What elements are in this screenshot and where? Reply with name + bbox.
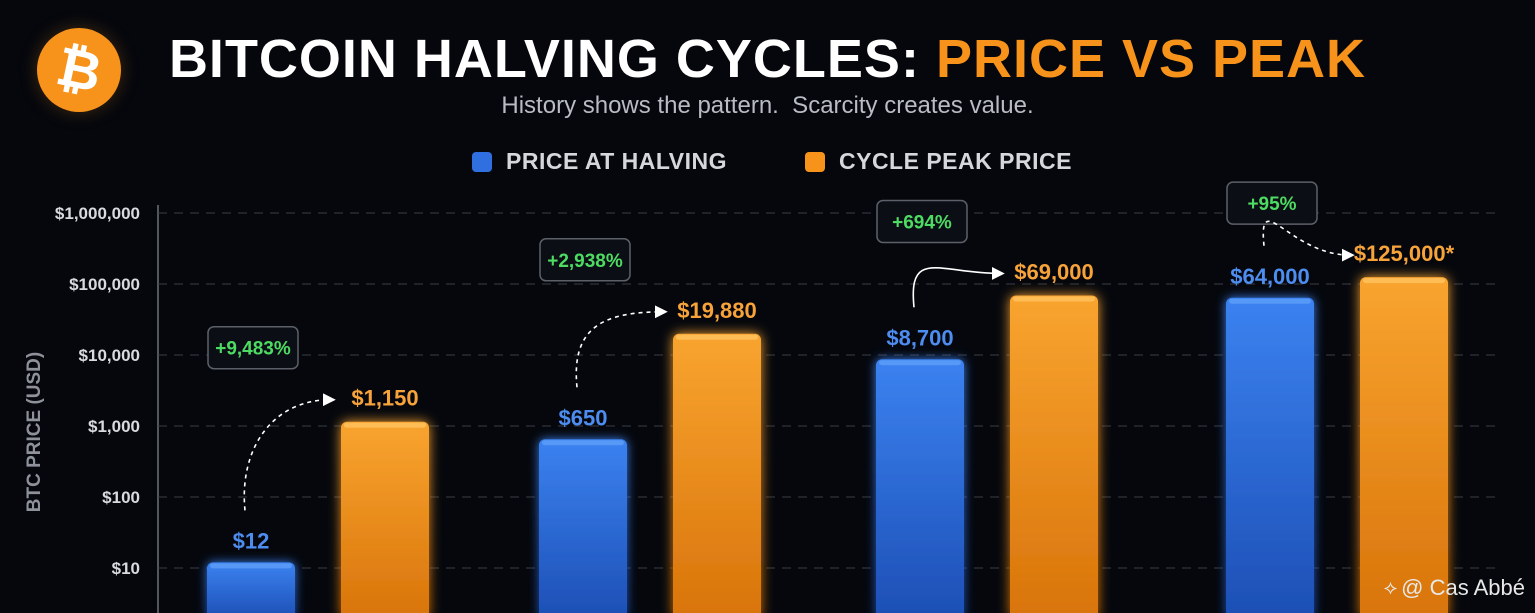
y-tick-label: $10 <box>112 559 140 578</box>
data-label-peak: $1,150 <box>351 386 418 411</box>
legend-item-peak: CYCLE PEAK PRICE <box>805 148 1072 175</box>
bar-peak <box>673 333 761 613</box>
gain-label: +694% <box>892 212 952 233</box>
y-axis-label: BTC PRICE (USD) <box>24 352 45 512</box>
bar-halving <box>539 439 627 613</box>
gain-arrow <box>243 393 336 511</box>
chart-subtitle: History shows the pattern. Scarcity crea… <box>501 92 1034 119</box>
legend-item-halving: PRICE AT HALVING <box>472 148 727 175</box>
gain-label: +95% <box>1247 194 1296 215</box>
data-label-peak: $69,000 <box>1014 259 1094 284</box>
data-label-peak: $19,880 <box>677 298 757 323</box>
bar-halving-highlight <box>879 360 961 366</box>
data-label-halving: $12 <box>233 528 270 553</box>
gain-label: +9,483% <box>215 339 291 360</box>
watermark-text: @ Cas Abbé <box>1401 575 1525 600</box>
gain-arrow <box>1262 220 1355 262</box>
legend-label-peak: CYCLE PEAK PRICE <box>839 148 1072 174</box>
y-tick-label: $1,000,000 <box>55 204 140 223</box>
bar-peak <box>341 421 429 613</box>
bar-peak-highlight <box>676 334 758 340</box>
watermark: ⟡ @ Cas Abbé <box>1384 575 1525 601</box>
y-tick-label: $1,000 <box>88 417 140 436</box>
bar-peak-highlight <box>1363 278 1445 284</box>
bar-halving <box>1226 297 1314 613</box>
y-tick-label: $10,000 <box>79 346 140 365</box>
chart-title: BITCOIN HALVING CYCLES: PRICE VS PEAK <box>0 28 1535 90</box>
y-tick-label: $100,000 <box>69 275 140 294</box>
bitcoin-logo-icon: ₿ <box>37 28 121 112</box>
y-tick-label: $100 <box>102 488 140 507</box>
legend-label-halving: PRICE AT HALVING <box>506 148 727 174</box>
bar-halving-highlight <box>1229 298 1311 304</box>
data-label-halving: $64,000 <box>1230 264 1310 289</box>
bar-peak <box>1360 277 1448 613</box>
gain-badge <box>1226 181 1318 225</box>
data-label-halving: $650 <box>559 405 608 430</box>
gain-arrow <box>912 266 1005 308</box>
data-label-peak: $125,000* <box>1354 241 1455 266</box>
bar-peak-highlight <box>1013 296 1095 302</box>
chart-legend: PRICE AT HALVING CYCLE PEAK PRICE <box>0 148 1535 178</box>
bar-halving <box>207 562 295 613</box>
gain-badge <box>207 325 299 370</box>
data-label-halving: $8,700 <box>886 325 953 350</box>
legend-swatch-halving <box>472 151 492 172</box>
bar-halving-highlight <box>542 440 624 446</box>
bar-halving-highlight <box>210 563 292 569</box>
bar-peak-highlight <box>344 422 426 428</box>
title-main: BITCOIN HALVING CYCLES: <box>168 29 920 89</box>
legend-swatch-peak <box>805 151 825 172</box>
gain-badge <box>876 199 968 244</box>
gain-label: +2,938% <box>547 251 623 272</box>
bar-halving <box>876 359 964 613</box>
gain-arrow <box>575 305 668 388</box>
title-accent: PRICE VS PEAK <box>935 29 1367 89</box>
binance-diamond-icon: ⟡ <box>1383 576 1398 599</box>
bar-peak <box>1010 295 1098 613</box>
gain-badge <box>539 238 631 282</box>
